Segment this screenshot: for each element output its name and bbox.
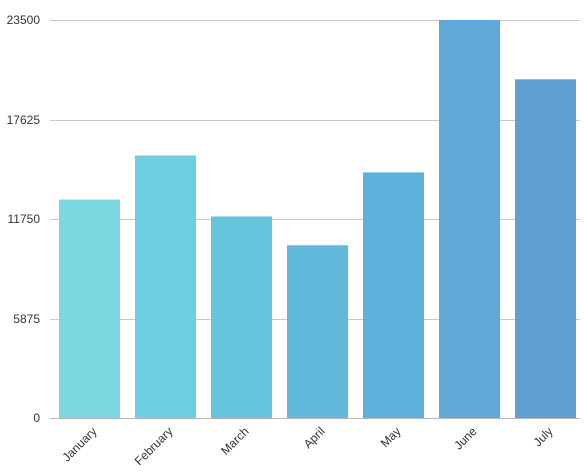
x-tick-label: February [132,424,176,468]
y-tick-label: 17625 [7,113,41,127]
y-tick-label: 23500 [7,13,41,27]
x-tick-label: July [531,424,556,449]
y-tick-label: 11750 [8,212,41,226]
bar-february[interactable] [135,155,196,418]
x-tick-label: May [378,424,404,450]
y-tick-label: 5875 [13,312,40,326]
bar-layer [59,20,576,418]
x-axis-ticks: January February March April May June July [60,424,556,468]
bar-july[interactable] [515,79,576,418]
bar-may[interactable] [363,172,424,418]
y-axis-ticks: 0 5875 11750 17625 23500 [7,13,41,425]
x-tick-label: March [218,424,251,457]
x-tick-label: January [60,424,100,464]
x-tick-label: April [301,424,328,451]
bar-june[interactable] [439,20,500,418]
bar-march[interactable] [211,216,272,418]
y-tick-label: 0 [33,411,40,425]
x-tick-label: June [451,424,480,453]
bar-april[interactable] [287,245,348,418]
bar-january[interactable] [59,199,120,418]
